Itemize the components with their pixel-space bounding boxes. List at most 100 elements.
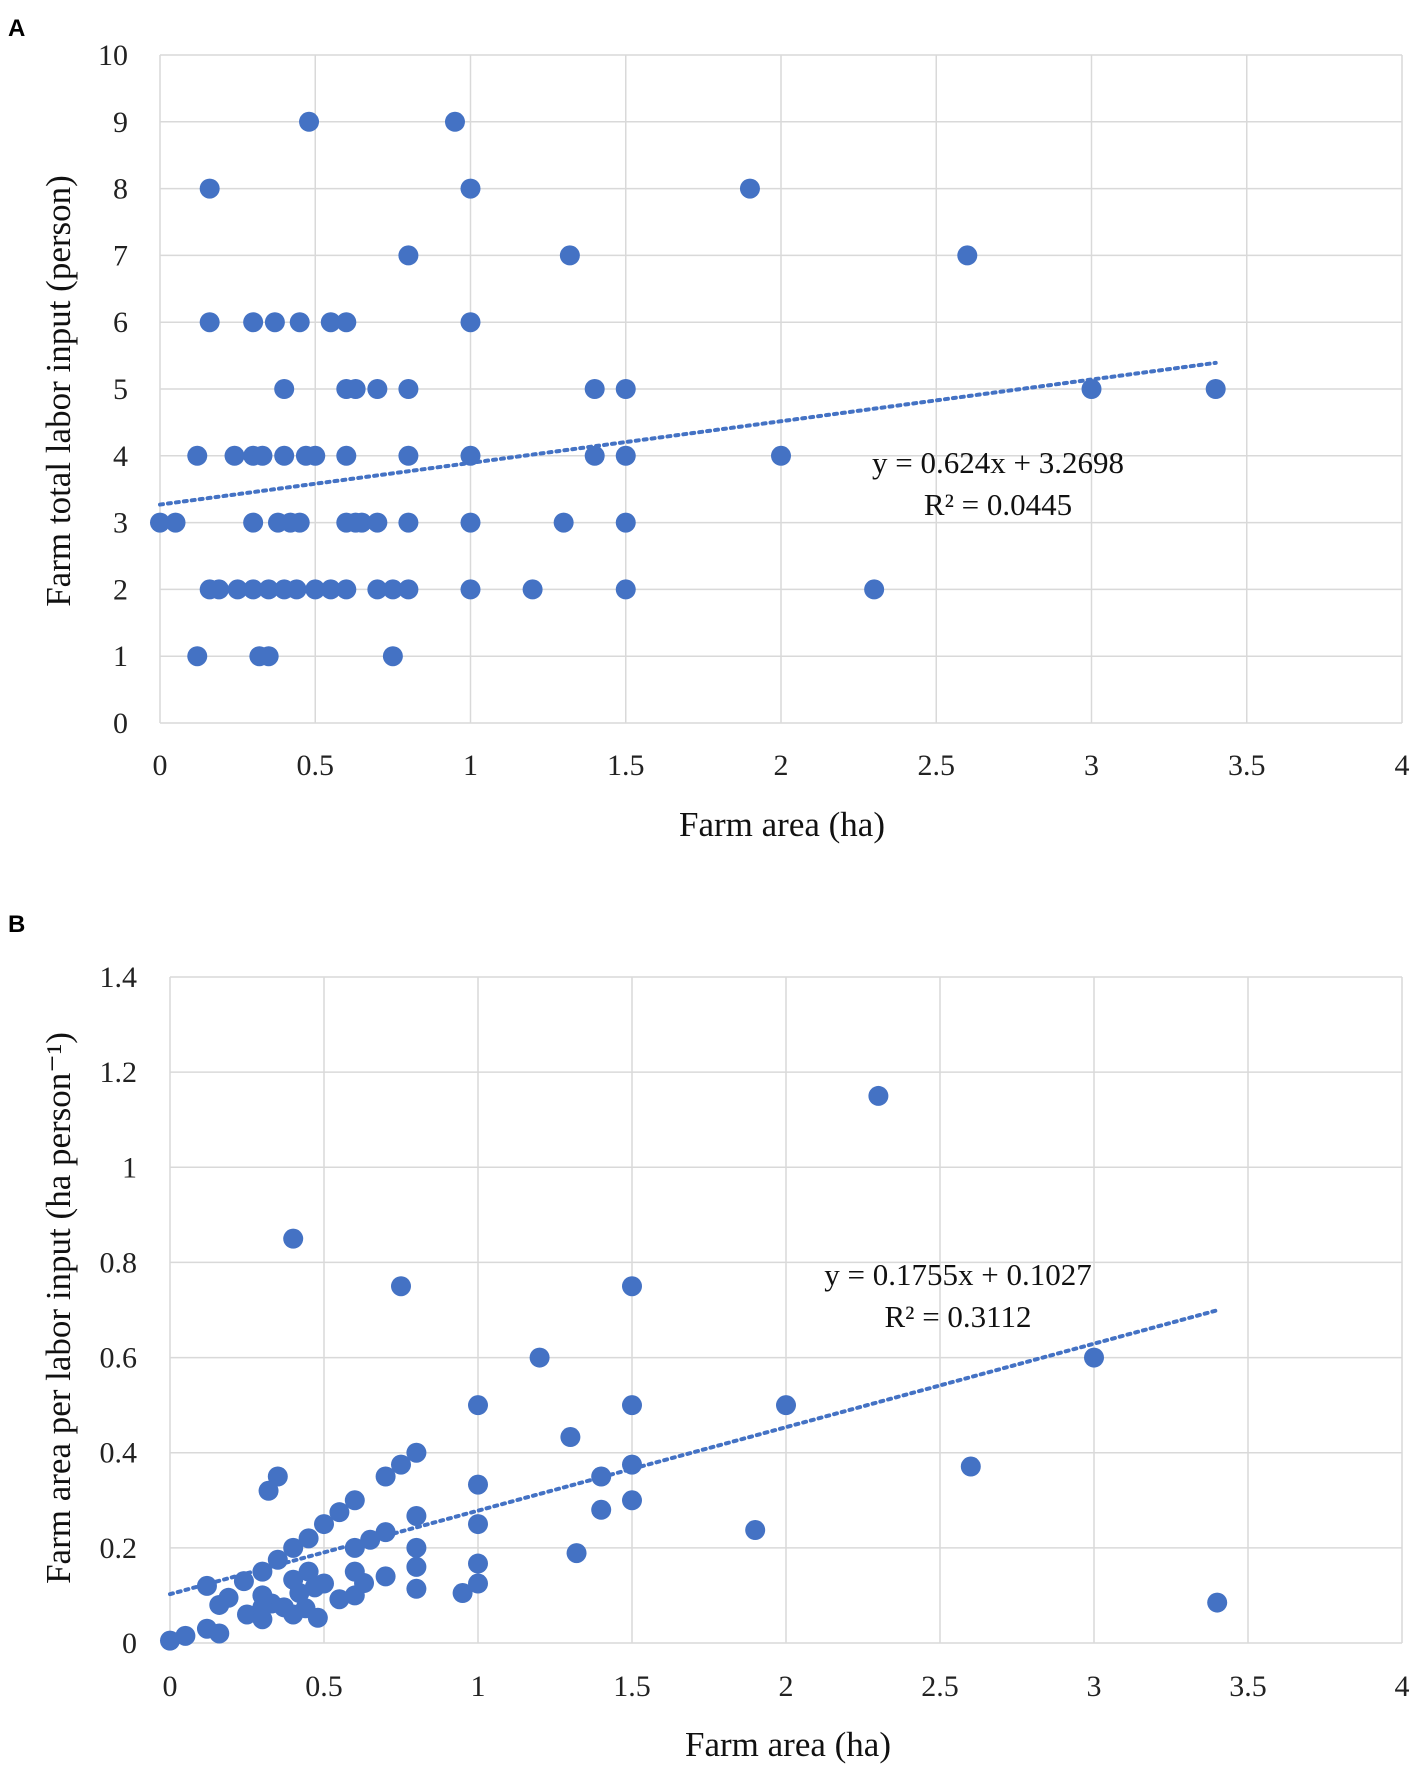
panel-b-data-point xyxy=(622,1276,642,1297)
panel-b-data-point xyxy=(252,1597,273,1618)
panel-b-y-axis-title: Farm area per labor input (ha person⁻¹) xyxy=(39,1032,78,1584)
panel-b-data-point xyxy=(1207,1592,1228,1613)
panel-a-data-point xyxy=(243,312,264,333)
panel-b-data-point xyxy=(468,1553,488,1574)
panel-a-data-point xyxy=(460,579,481,600)
panel-a-trend-equation: y = 0.624x + 3.2698 xyxy=(872,445,1124,480)
panel-a-y-tick-label: 2 xyxy=(113,573,128,606)
panel-a-points xyxy=(150,111,1226,667)
panel-a-data-point xyxy=(320,312,341,333)
panel-b-data-point xyxy=(209,1594,230,1615)
panel-b-data-point xyxy=(468,1573,488,1594)
panel-a-data-point xyxy=(299,111,320,132)
panel-a-data-point xyxy=(382,579,403,600)
panel-b-data-point xyxy=(375,1522,396,1543)
panel-a-x-tick-label: 3 xyxy=(1084,749,1099,782)
panel-b-data-point xyxy=(745,1520,766,1541)
panel-b-data-point xyxy=(406,1537,427,1558)
panel-b-data-point xyxy=(452,1583,473,1604)
panel-a-data-point xyxy=(460,178,481,199)
panel-a-x-tick-label: 2 xyxy=(774,749,789,782)
panel-a-data-point xyxy=(771,445,791,466)
panel-a-trendline-group xyxy=(158,360,1218,507)
panel-b-data-point xyxy=(1084,1347,1104,1368)
panel-a-x-tick-label: 0 xyxy=(153,749,168,782)
panel-a-data-point xyxy=(258,579,279,600)
panel-b-data-point xyxy=(868,1085,889,1106)
panel-a-data-point xyxy=(165,512,186,533)
panel-b: B 0 0.2 0.4 0.6 0.8 1 1.2 1.4 0 0.5 1 1.5 2 2.5 3 3.5 4… xyxy=(8,911,1410,1764)
panel-b-data-point xyxy=(289,1583,310,1604)
panel-b-data-point xyxy=(160,1630,180,1651)
panel-a-data-point xyxy=(584,445,605,466)
panel-a-data-point xyxy=(351,512,372,533)
panel-b-data-point xyxy=(406,1578,427,1599)
panel-b-r-squared: R² = 0.3112 xyxy=(884,1299,1031,1334)
panel-a-data-point xyxy=(336,312,357,333)
panel-b-data-point xyxy=(283,1537,304,1558)
panel-b-trendline xyxy=(168,1308,1220,1597)
panel-a-trendline xyxy=(158,360,1218,507)
panel-a-data-point xyxy=(367,579,388,600)
panel-a-data-point xyxy=(187,646,208,667)
panel-a-data-point xyxy=(305,579,326,600)
panel-b-y-tick-label: 0.4 xyxy=(100,1437,138,1470)
panel-b-trendline-group xyxy=(168,1308,1220,1597)
panel-a-data-point xyxy=(274,445,295,466)
panel-b-data-point xyxy=(196,1575,217,1596)
panel-a-data-point xyxy=(553,512,574,533)
panel-a-data-point xyxy=(224,445,245,466)
panel-b-y-ticks: 0 0.2 0.4 0.6 0.8 1 1.2 1.4 xyxy=(100,961,138,1660)
panel-b-data-point xyxy=(307,1607,328,1628)
panel-a-data-point xyxy=(187,445,208,466)
panel-a-data-point xyxy=(398,445,419,466)
panel-a-data-point xyxy=(264,312,285,333)
panel-a-data-point xyxy=(252,445,273,466)
panel-a-data-point xyxy=(615,445,636,466)
panel-b-data-point xyxy=(776,1395,796,1416)
panel-b-data-point xyxy=(237,1604,257,1625)
panel-b-x-tick-label: 3 xyxy=(1087,1670,1102,1703)
panel-b-data-point xyxy=(344,1537,365,1558)
panel-a-data-point xyxy=(150,512,170,533)
panel-a-data-point xyxy=(957,245,978,266)
panel-b-data-point xyxy=(591,1499,612,1520)
panel-b-data-point xyxy=(375,1566,396,1587)
panel-a-data-point xyxy=(286,579,307,600)
panel-b-data-point xyxy=(258,1480,279,1501)
panel-b-data-point xyxy=(344,1585,365,1606)
panel-b-data-point xyxy=(233,1571,254,1592)
panel-a-data-point xyxy=(199,312,220,333)
panel-b-x-tick-label: 2 xyxy=(779,1670,794,1703)
panel-a-x-tick-label: 4 xyxy=(1395,749,1410,782)
panel-a-data-point xyxy=(227,579,248,600)
panel-b-data-point xyxy=(622,1395,642,1416)
panel-a-x-tick-label: 1 xyxy=(463,749,478,782)
panel-b-label: B xyxy=(8,911,25,938)
panel-a-data-point xyxy=(289,512,310,533)
panel-a-y-tick-label: 10 xyxy=(98,39,128,72)
panel-b-data-point xyxy=(406,1556,427,1577)
panel-a-data-point xyxy=(336,445,357,466)
panel-a-y-axis-title: Farm total labor input (person) xyxy=(39,175,78,607)
panel-b-data-point xyxy=(283,1604,304,1625)
panel-b-data-point xyxy=(298,1528,319,1549)
panel-a-data-point xyxy=(382,646,403,667)
panel-a-x-axis-title: Farm area (ha) xyxy=(679,805,885,844)
panel-b-data-point xyxy=(391,1454,411,1475)
panel-b-x-tick-label: 0 xyxy=(163,1670,178,1703)
panel-b-x-axis-title: Farm area (ha) xyxy=(685,1725,891,1764)
panel-b-data-point xyxy=(622,1454,642,1475)
panel-a-y-tick-label: 9 xyxy=(113,106,128,139)
panel-a-data-point xyxy=(1081,379,1102,399)
panel-a-r-squared: R² = 0.0445 xyxy=(924,487,1072,522)
panel-b-data-point xyxy=(360,1529,381,1550)
panel-b-x-tick-label: 1 xyxy=(471,1670,486,1703)
panel-a-data-point xyxy=(345,379,366,399)
panel-b-data-point xyxy=(329,1589,350,1610)
panel-a-label: A xyxy=(8,15,25,42)
panel-b-data-point xyxy=(406,1505,427,1526)
panel-b-x-tick-label: 3.5 xyxy=(1229,1670,1267,1703)
panel-b-data-point xyxy=(591,1466,612,1487)
panel-b-y-tick-label: 0.8 xyxy=(100,1246,138,1279)
